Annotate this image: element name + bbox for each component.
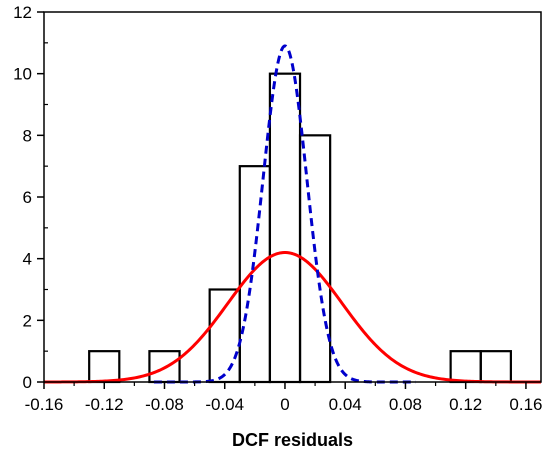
y-tick-label: 4 bbox=[23, 250, 32, 269]
curves-layer bbox=[44, 44, 541, 384]
y-tick-label: 10 bbox=[13, 65, 32, 84]
solid-normal-curve bbox=[44, 251, 541, 384]
x-tick-label: 0.12 bbox=[449, 395, 482, 414]
histogram-bar bbox=[238, 165, 272, 384]
y-tick-label: 6 bbox=[23, 188, 32, 207]
y-tick-label: 12 bbox=[13, 3, 32, 22]
dashed-normal-curve bbox=[153, 44, 417, 384]
histogram-bar bbox=[449, 350, 482, 384]
x-tick-label: -0.08 bbox=[145, 395, 184, 414]
x-tick-label: -0.12 bbox=[85, 395, 124, 414]
histogram-bar bbox=[208, 288, 241, 384]
y-tick-label: 8 bbox=[23, 126, 32, 145]
x-axis-title: DCF residuals bbox=[232, 430, 353, 450]
y-tick-label: 2 bbox=[23, 311, 32, 330]
histogram-bar bbox=[268, 72, 302, 384]
histogram-bar bbox=[479, 350, 512, 384]
x-tick-label: 0.16 bbox=[509, 395, 542, 414]
x-tick-label: 0.04 bbox=[329, 395, 362, 414]
histogram-bar bbox=[88, 350, 121, 384]
x-tick-label: -0.16 bbox=[25, 395, 64, 414]
ticks-layer: -0.16 -0.12 -0.08 -0.04 0 0.04 0.08 0.12 0.16 0 2 4… bbox=[13, 3, 542, 414]
x-tick-label: -0.04 bbox=[205, 395, 244, 414]
y-tick-label: 0 bbox=[23, 373, 32, 392]
x-tick-label: 0.08 bbox=[389, 395, 422, 414]
x-tick-label: 0 bbox=[280, 395, 289, 414]
